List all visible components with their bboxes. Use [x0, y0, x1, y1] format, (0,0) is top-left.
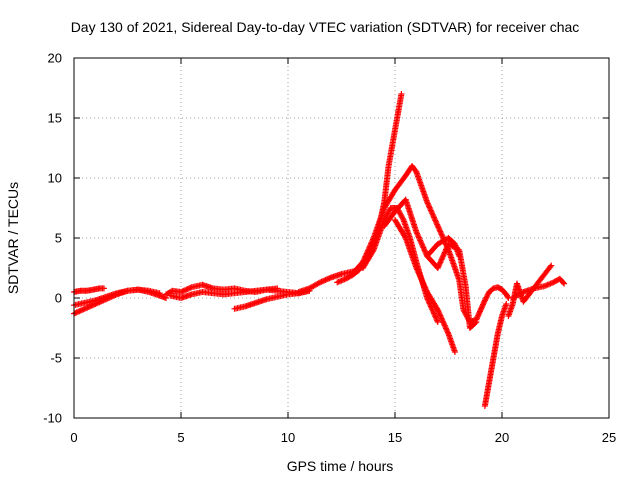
- x-tick-label: 0: [70, 430, 77, 445]
- y-axis-label: SDTVAR / TECUs: [5, 182, 21, 294]
- series-track-a: [71, 285, 107, 295]
- data-point: [476, 309, 483, 316]
- data-point: [434, 319, 441, 325]
- data-point: [480, 301, 487, 308]
- data-point: [451, 349, 458, 355]
- data-point: [547, 263, 554, 270]
- series-track-n: [424, 235, 463, 259]
- series-track-k: [359, 205, 441, 325]
- data-point: [369, 248, 376, 255]
- data-point: [481, 298, 488, 305]
- data-point: [434, 305, 441, 312]
- series-track-p: [481, 301, 510, 409]
- data-point: [476, 308, 483, 315]
- y-tick-label: -10: [43, 411, 62, 426]
- y-tick-label: 15: [48, 111, 62, 126]
- y-tick-label: 10: [48, 171, 62, 186]
- x-tick-label: 20: [495, 430, 509, 445]
- data-point: [479, 302, 486, 309]
- y-tick-label: -5: [50, 351, 62, 366]
- data-point: [480, 300, 487, 307]
- axes: 0 5 10 15 20 25 -10 -5 0 5 10 15 20: [43, 51, 616, 446]
- data-point: [401, 233, 408, 240]
- data-point: [474, 313, 481, 320]
- data-point: [274, 285, 281, 292]
- data-point: [477, 307, 484, 313]
- y-tick-label: 5: [55, 231, 62, 246]
- x-tick-label: 15: [388, 430, 402, 445]
- x-tick-label: 5: [177, 430, 184, 445]
- series-track-c: [71, 286, 163, 309]
- data-point: [456, 253, 463, 259]
- data-point: [315, 280, 322, 287]
- series-track-m: [392, 217, 458, 355]
- data-point: [473, 316, 480, 323]
- data-point: [548, 262, 555, 269]
- data-point: [398, 91, 405, 97]
- data-point: [412, 167, 419, 174]
- grid: [74, 58, 609, 418]
- x-tick-label: 25: [602, 430, 616, 445]
- data-point: [561, 280, 568, 287]
- data-point: [503, 301, 510, 307]
- series-track-i: [349, 163, 420, 277]
- series-track-r: [505, 262, 555, 319]
- series-track-o: [466, 284, 512, 325]
- data-point: [399, 215, 406, 222]
- plot-frame: [73, 57, 610, 419]
- y-tick-label: 20: [48, 51, 62, 66]
- chart-title: Day 130 of 2021, Sidereal Day-to-day VTE…: [71, 19, 580, 35]
- data-point: [473, 315, 480, 322]
- data-point: [478, 305, 485, 312]
- data-points: [71, 91, 568, 409]
- x-axis-label: GPS time / hours: [287, 458, 394, 474]
- data-point: [478, 304, 485, 311]
- series-track-e: [167, 285, 281, 301]
- data-point: [504, 293, 511, 300]
- data-point: [560, 279, 567, 286]
- data-point: [475, 312, 482, 319]
- data-point: [475, 311, 482, 318]
- data-point: [156, 290, 163, 297]
- x-tick-label: 10: [281, 430, 295, 445]
- data-point: [100, 285, 107, 292]
- y-tick-label: 0: [55, 291, 62, 306]
